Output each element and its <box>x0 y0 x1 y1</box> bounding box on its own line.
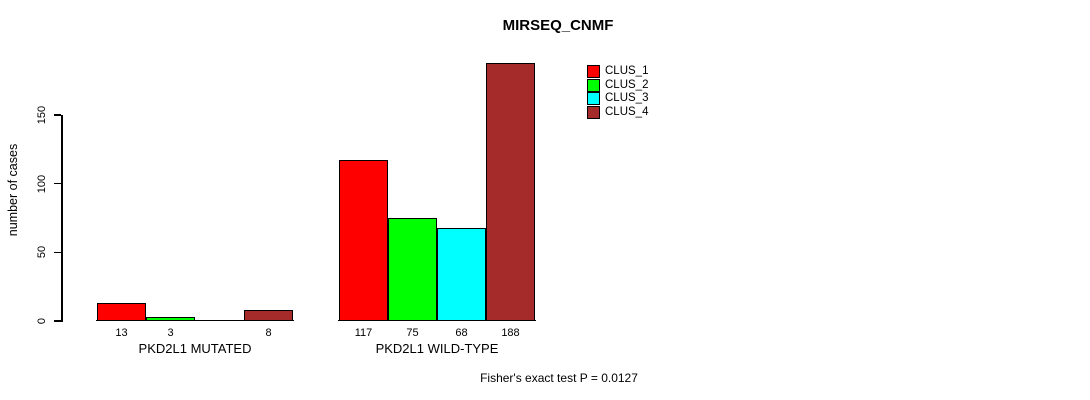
legend-label: CLUS_2 <box>605 78 649 91</box>
bar-value-label: 188 <box>501 327 520 339</box>
y-tick <box>54 114 61 116</box>
y-tick-label: 150 <box>36 105 48 125</box>
bar <box>486 62 535 321</box>
legend: CLUS_1 CLUS_2 CLUS_3 CLUS_4 <box>587 65 648 119</box>
legend-label: CLUS_1 <box>605 65 649 78</box>
group-baseline <box>96 319 294 321</box>
legend-label: CLUS_4 <box>605 105 649 118</box>
bar-value-label: 3 <box>167 327 174 339</box>
legend-swatch <box>587 78 600 92</box>
y-axis-line <box>61 114 63 322</box>
legend-swatch <box>587 105 600 119</box>
legend-item: CLUS_3 <box>587 92 648 106</box>
group-label: PKD2L1 MUTATED <box>138 341 252 356</box>
legend-item: CLUS_1 <box>587 65 648 79</box>
bar-value-label: 117 <box>354 327 373 339</box>
y-tick <box>54 320 61 322</box>
legend-item: CLUS_4 <box>587 105 649 120</box>
bar <box>146 316 195 321</box>
legend-item: CLUS_2 <box>587 78 649 93</box>
legend-swatch <box>587 92 600 106</box>
bar <box>244 310 293 321</box>
y-axis-label: number of cases <box>6 143 20 237</box>
bar <box>97 303 146 321</box>
y-tick <box>54 182 61 185</box>
bar-value-label: 68 <box>455 327 468 339</box>
y-tick-label: 50 <box>36 246 48 259</box>
fisher-test-annotation: Fisher's exact test P = 0.0127 <box>480 371 638 385</box>
bar-value-label: 75 <box>406 327 419 339</box>
bar-value-label: 13 <box>115 327 128 339</box>
y-tick-label: 100 <box>36 174 48 193</box>
bar <box>388 217 437 321</box>
legend-swatch <box>587 65 600 79</box>
bar <box>437 227 486 321</box>
group-label: PKD2L1 WILD-TYPE <box>375 341 499 356</box>
bar <box>339 160 388 321</box>
y-tick <box>54 251 61 254</box>
y-tick-label: 0 <box>36 317 48 325</box>
bar-value-label: 8 <box>265 327 272 339</box>
legend-label: CLUS_3 <box>605 92 649 105</box>
chart-title: MIRSEQ_CNMF <box>502 17 614 34</box>
